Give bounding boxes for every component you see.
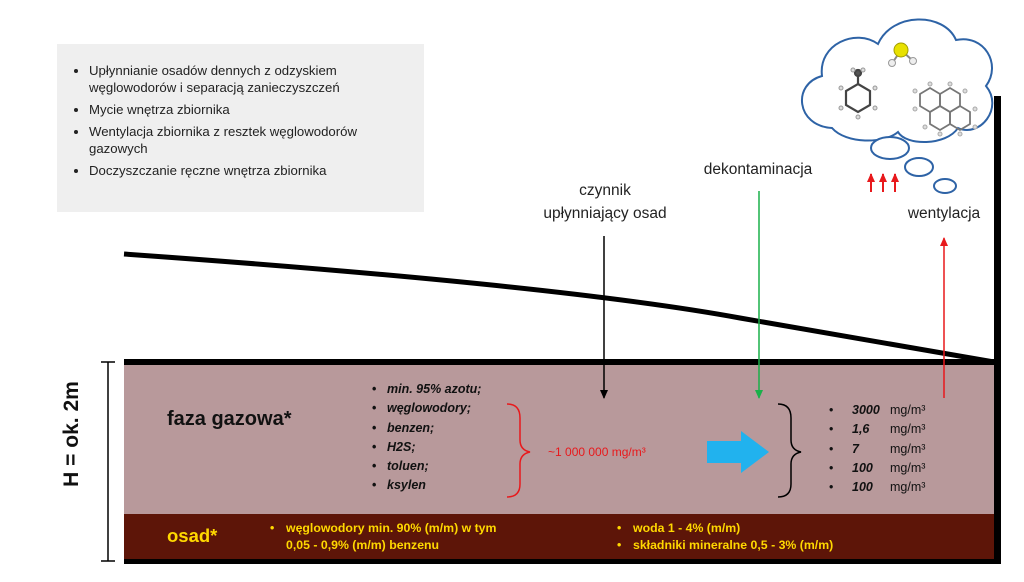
ventilation-label: wentylacja bbox=[907, 205, 981, 222]
info-item: Mycie wnętrza zbiornika bbox=[89, 101, 414, 118]
thought-bubble-medium bbox=[904, 157, 934, 177]
toluene-molecule-icon bbox=[838, 67, 878, 120]
polycyclic-molecule-icon bbox=[912, 81, 978, 137]
measured-value-row: • 100 mg/m³ bbox=[829, 478, 969, 497]
measured-value: 100 bbox=[852, 480, 873, 495]
rising-gas-arrows bbox=[867, 173, 899, 192]
measured-value-row: • 100 mg/m³ bbox=[829, 459, 969, 478]
values-brace bbox=[777, 403, 802, 498]
fluidizer-label-line2: upłynniający osad bbox=[543, 205, 667, 222]
sediment-hydrocarbons: węglowodory min. 90% (m/m) w tym bbox=[286, 521, 497, 535]
gas-component: min. 95% azotu; bbox=[372, 380, 512, 399]
measured-value: 3000 bbox=[852, 403, 880, 417]
sediment-composition-left: • węglowodory min. 90% (m/m) w tym 0,05 -… bbox=[270, 520, 570, 554]
gas-component: H2S; bbox=[372, 438, 512, 457]
sediment-composition-right: • woda 1 - 4% (m/m) • składniki mineralne … bbox=[617, 521, 834, 552]
tank-floor bbox=[124, 559, 1001, 564]
transition-arrow bbox=[707, 431, 769, 473]
gas-component: benzen; bbox=[372, 419, 512, 438]
measured-unit: mg/m³ bbox=[890, 422, 926, 437]
cloud-shape bbox=[800, 18, 994, 144]
fluidizer-label: czynnik upłynniający osad bbox=[530, 179, 680, 225]
info-box: Upłynnianie osadów dennych z odzyskiem w… bbox=[57, 44, 424, 212]
sediment-label: osad* bbox=[167, 525, 218, 546]
measured-values-list: • 3000 mg/m³ • 1,6 mg/m³ • 7 mg/m³ • 100 mg/m³ •… bbox=[829, 401, 969, 497]
decontamination-label: dekontaminacja bbox=[703, 161, 813, 178]
measured-value-row: • 1,6 mg/m³ bbox=[829, 420, 969, 439]
floating-roof-line bbox=[123, 251, 995, 365]
info-list: Upłynnianie osadów dennych z odzyskiem w… bbox=[57, 44, 424, 179]
concentration-brace bbox=[506, 403, 531, 498]
measured-unit: mg/m³ bbox=[890, 460, 926, 475]
height-label: H = ok. 2m bbox=[60, 381, 83, 487]
info-item: Doczyszczanie ręczne wnętrza zbiornika bbox=[89, 162, 414, 179]
gas-components-list: min. 95% azotu; węglowodory; benzen; H2S… bbox=[372, 380, 512, 496]
sediment-benzene: 0,05 - 0,9% (m/m) benzenu bbox=[286, 538, 440, 552]
measured-unit: mg/m³ bbox=[890, 403, 926, 417]
thought-bubble-small bbox=[933, 178, 957, 194]
measured-value: 100 bbox=[852, 460, 873, 475]
info-item: Wentylacja zbiornika z resztek węglowodo… bbox=[89, 123, 414, 157]
measured-unit: mg/m³ bbox=[890, 441, 926, 456]
gas-phase-layer bbox=[124, 364, 994, 514]
sediment-minerals: składniki mineralne 0,5 - 3% (m/m) bbox=[633, 538, 834, 552]
measured-value-row: • 7 mg/m³ bbox=[829, 440, 969, 459]
concentration-value: ~1 000 000 mg/m³ bbox=[548, 445, 646, 459]
info-item: Upłynnianie osadów dennych z odzyskiem w… bbox=[89, 62, 414, 96]
measured-value: 1,6 bbox=[852, 422, 870, 437]
gas-component: ksylen bbox=[372, 476, 512, 495]
gas-phase-label: faza gazowa* bbox=[167, 408, 292, 430]
gas-component: toluen; bbox=[372, 457, 512, 476]
tank-wall bbox=[994, 96, 1001, 564]
sediment-layer bbox=[124, 514, 994, 559]
measured-unit: mg/m³ bbox=[890, 480, 926, 495]
gas-component: węglowodory; bbox=[372, 399, 512, 418]
hydrogen-sulfide-molecule-icon bbox=[888, 42, 917, 67]
thought-bubble-large bbox=[870, 136, 910, 160]
measured-value-row: • 3000 mg/m³ bbox=[829, 401, 969, 420]
measured-value: 7 bbox=[852, 441, 859, 456]
sediment-water: woda 1 - 4% (m/m) bbox=[633, 521, 741, 535]
fluidizer-label-line1: czynnik bbox=[579, 182, 631, 199]
tank-roof bbox=[124, 359, 1001, 365]
